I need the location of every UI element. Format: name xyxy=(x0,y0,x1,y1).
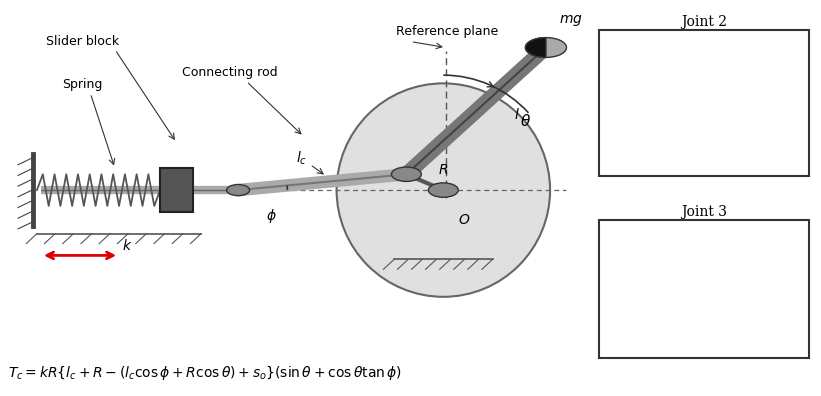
Text: $k$: $k$ xyxy=(122,238,132,253)
Text: $O$: $O$ xyxy=(457,213,470,227)
Text: $R$ = 45 mm: $R$ = 45 mm xyxy=(618,40,690,55)
Text: $l$: $l$ xyxy=(514,107,521,122)
Circle shape xyxy=(525,38,566,57)
Text: Joint 2: Joint 2 xyxy=(681,15,727,29)
Ellipse shape xyxy=(337,83,550,297)
Text: $mg$: $mg$ xyxy=(559,13,582,28)
Text: $\phi$: $\phi$ xyxy=(265,207,277,225)
Circle shape xyxy=(227,185,250,196)
Text: $l_c$: $l_c$ xyxy=(296,150,307,167)
Bar xyxy=(160,168,193,212)
Text: $s_0$ = 60 mm: $s_0$ = 60 mm xyxy=(618,293,695,309)
Text: Connecting rod: Connecting rod xyxy=(182,66,277,79)
Text: $R$: $R$ xyxy=(438,163,448,177)
Circle shape xyxy=(392,167,421,181)
Circle shape xyxy=(429,183,458,197)
FancyBboxPatch shape xyxy=(599,30,809,176)
Wedge shape xyxy=(525,38,546,57)
Text: Spring: Spring xyxy=(62,78,103,91)
Text: Slider block: Slider block xyxy=(45,34,119,48)
Text: $s_0$ = 85 mm: $s_0$ = 85 mm xyxy=(618,103,695,119)
FancyBboxPatch shape xyxy=(599,220,809,358)
Text: Joint 3: Joint 3 xyxy=(681,205,727,219)
Text: Reference plane: Reference plane xyxy=(397,25,498,38)
Text: $\theta$: $\theta$ xyxy=(520,113,531,129)
Text: $l_c$ = 150 mm: $l_c$ = 150 mm xyxy=(618,71,699,87)
Text: $R$ = 29 mm: $R$ = 29 mm xyxy=(618,230,690,245)
Text: $T_c = kR\{l_c + R - (l_c \cos\phi + R\cos\theta) + s_o\}(\sin\theta + \cos\thet: $T_c = kR\{l_c + R - (l_c \cos\phi + R\c… xyxy=(8,364,402,382)
Text: $l_c$ = 100 mm: $l_c$ = 100 mm xyxy=(618,261,699,277)
